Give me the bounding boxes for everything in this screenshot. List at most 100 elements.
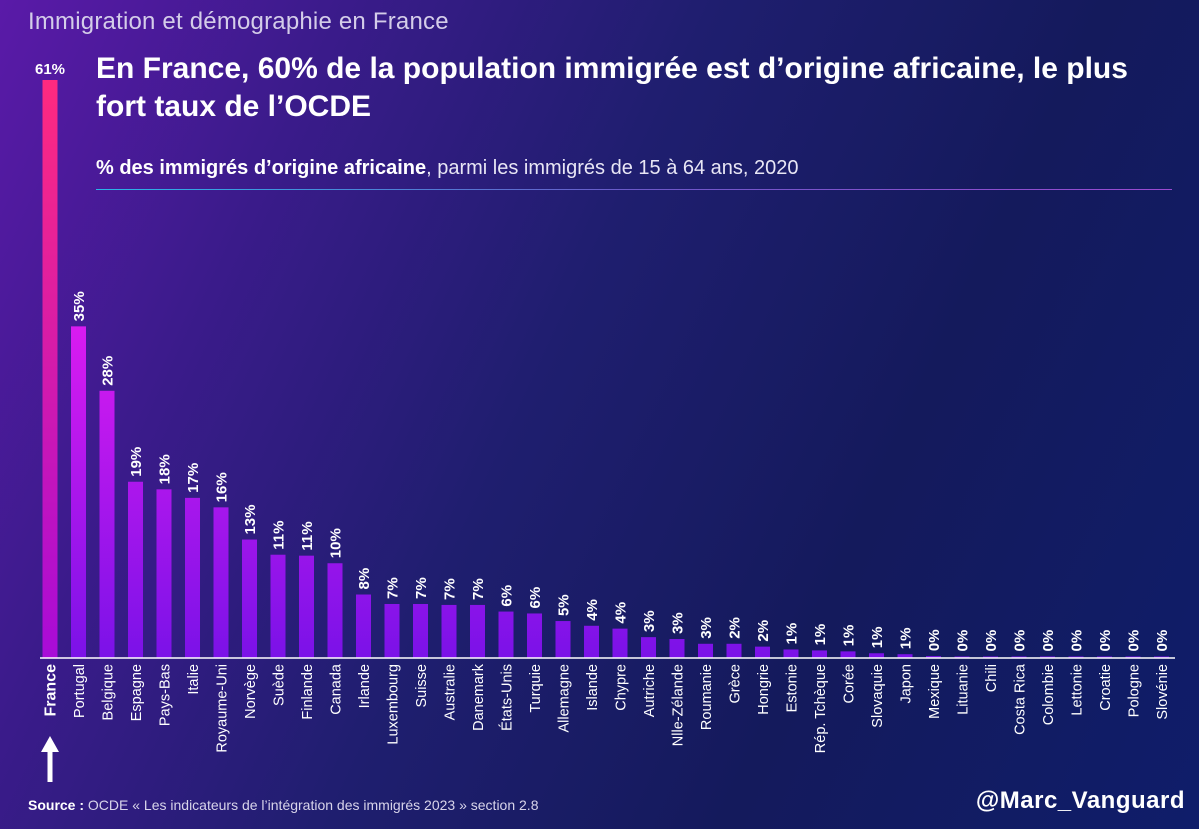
category-label-Danemark: Danemark — [471, 663, 487, 731]
bar-Canada — [327, 563, 343, 658]
category-label-Pologne: Pologne — [1127, 664, 1143, 717]
value-label-Norvège: 13% — [242, 505, 259, 535]
value-label-Allemagne: 5% — [556, 594, 573, 616]
value-label-Autriche: 3% — [641, 610, 658, 632]
bar-Islande — [584, 625, 599, 658]
value-label-Finlande: 11% — [299, 521, 316, 550]
bars-group — [42, 80, 1169, 658]
category-labels-group: France Portugal Belgique Espagne Pays-Bas Ita… — [43, 663, 1172, 753]
up-arrow-icon — [41, 736, 59, 782]
category-label-Royaume-Uni: Royaume-Uni — [215, 664, 231, 753]
bar-Autriche — [641, 637, 656, 658]
category-label-Nlle-Zélande: Nlle-Zélande — [671, 664, 687, 746]
category-label-Lituanie: Lituanie — [956, 664, 972, 715]
chart-title: En France, 60% de la population immigrée… — [96, 52, 1128, 123]
bar-Turquie — [527, 613, 542, 658]
category-label-Corée: Corée — [842, 664, 858, 704]
bar-Norvège — [242, 539, 257, 658]
category-label-Suède: Suède — [272, 664, 288, 706]
category-label-Slovénie: Slovénie — [1155, 664, 1171, 720]
category-label-Suisse: Suisse — [414, 664, 430, 708]
value-label-Roumanie: 3% — [698, 617, 715, 639]
value-label-Suède: 11% — [271, 521, 288, 550]
bar-Chypre — [612, 628, 628, 658]
category-label-Roumanie: Roumanie — [699, 664, 715, 730]
bar-Portugal — [71, 326, 86, 658]
bar-Irlande — [356, 594, 371, 658]
value-label-États-Unis: 6% — [499, 585, 516, 607]
value-label-Danemark: 7% — [470, 578, 487, 600]
bar-Suède — [270, 554, 286, 658]
category-label-Portugal: Portugal — [72, 664, 88, 718]
category-label-Chili: Chili — [984, 664, 1000, 692]
value-label-Croatie: 0% — [1097, 630, 1114, 652]
category-label-Espagne: Espagne — [129, 664, 145, 721]
value-label-Australie: 7% — [442, 578, 459, 600]
category-label-Canada: Canada — [329, 663, 345, 715]
category-label-Islande: Islande — [585, 664, 601, 711]
bar-Allemagne — [555, 621, 571, 658]
bar-Slovaquie — [869, 653, 884, 658]
value-label-Suisse: 7% — [413, 577, 430, 599]
category-label-Colombie: Colombie — [1041, 664, 1057, 725]
bar-États-Unis — [498, 611, 514, 658]
category-label-Belgique: Belgique — [101, 664, 117, 720]
category-label-Slovaquie: Slovaquie — [870, 664, 886, 728]
value-label-Estonie: 1% — [784, 623, 801, 645]
category-label-Allemagne: Allemagne — [557, 664, 573, 733]
value-label-Lettonie: 0% — [1069, 630, 1086, 652]
subtitle-divider — [96, 189, 1172, 190]
value-label-Pologne: 0% — [1126, 630, 1143, 652]
category-label-Mexique: Mexique — [927, 664, 943, 719]
bar-Pays-Bas — [156, 489, 172, 658]
bar-France — [42, 80, 58, 658]
category-label-Rép. Tchèque: Rép. Tchèque — [813, 664, 829, 753]
category-label-Australie: Australie — [443, 664, 459, 720]
category-label-Irlande: Irlande — [357, 664, 373, 708]
category-label-Lettonie: Lettonie — [1070, 664, 1086, 716]
value-label-Italie: 17% — [185, 463, 202, 493]
category-label-États-Unis: États-Unis — [499, 664, 516, 731]
author-handle: @Marc_Vanguard — [975, 787, 1185, 814]
value-label-Espagne: 19% — [128, 447, 145, 477]
category-label-Pays-Bas: Pays-Bas — [158, 664, 174, 726]
value-label-Rép. Tchèque: 1% — [812, 624, 829, 646]
category-label-Estonie: Estonie — [785, 664, 801, 712]
bar-Nlle-Zélande — [669, 639, 685, 658]
bar-Hongrie — [755, 646, 770, 658]
bar-Danemark — [470, 604, 485, 658]
category-label-Japon: Japon — [899, 664, 915, 704]
bar-Belgique — [99, 390, 115, 658]
category-label-Norvège: Norvège — [243, 664, 259, 719]
subtitle-bold: % des immigrés d’origine africaine — [96, 157, 427, 179]
value-label-Irlande: 8% — [356, 568, 373, 590]
value-label-Grèce: 2% — [727, 617, 744, 639]
source-note: Source : OCDE « Les indicateurs de l’int… — [28, 797, 538, 813]
category-label-Finlande: Finlande — [300, 664, 316, 720]
category-label-Turquie: Turquie — [528, 664, 544, 713]
value-label-Chili: 0% — [983, 630, 1000, 652]
value-label-Belgique: 28% — [100, 356, 117, 386]
chart-subtitle: % des immigrés d’origine africaine, parm… — [96, 157, 1176, 180]
value-label-Luxembourg: 7% — [385, 577, 402, 599]
value-label-Mexique: 0% — [926, 629, 943, 651]
value-label-Corée: 1% — [841, 625, 858, 647]
category-label-Croatie: Croatie — [1098, 664, 1114, 711]
bar-Mexique — [926, 656, 941, 658]
value-label-Royaume-Uni: 16% — [214, 472, 231, 502]
bar-Japon — [897, 654, 913, 658]
category-label-Costa Rica: Costa Rica — [1013, 663, 1029, 735]
bar-Corée — [840, 651, 856, 658]
value-label-Canada: 10% — [328, 528, 345, 558]
category-label-Luxembourg: Luxembourg — [386, 664, 402, 745]
value-label-Chypre: 4% — [613, 602, 630, 624]
bar-Finlande — [299, 555, 314, 658]
category-label-Grèce: Grèce — [728, 664, 744, 704]
value-label-Slovénie: 0% — [1154, 630, 1171, 652]
bar-Luxembourg — [384, 603, 400, 658]
category-label-Chypre: Chypre — [614, 664, 630, 711]
value-label-Colombie: 0% — [1040, 630, 1057, 652]
value-label-Pays-Bas: 18% — [157, 454, 174, 484]
value-label-Costa Rica: 0% — [1012, 630, 1029, 652]
value-label-Islande: 4% — [584, 599, 601, 621]
